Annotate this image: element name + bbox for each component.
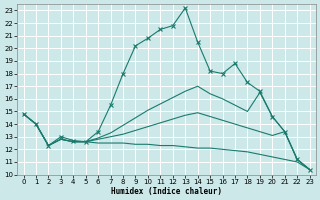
X-axis label: Humidex (Indice chaleur): Humidex (Indice chaleur) (111, 187, 222, 196)
